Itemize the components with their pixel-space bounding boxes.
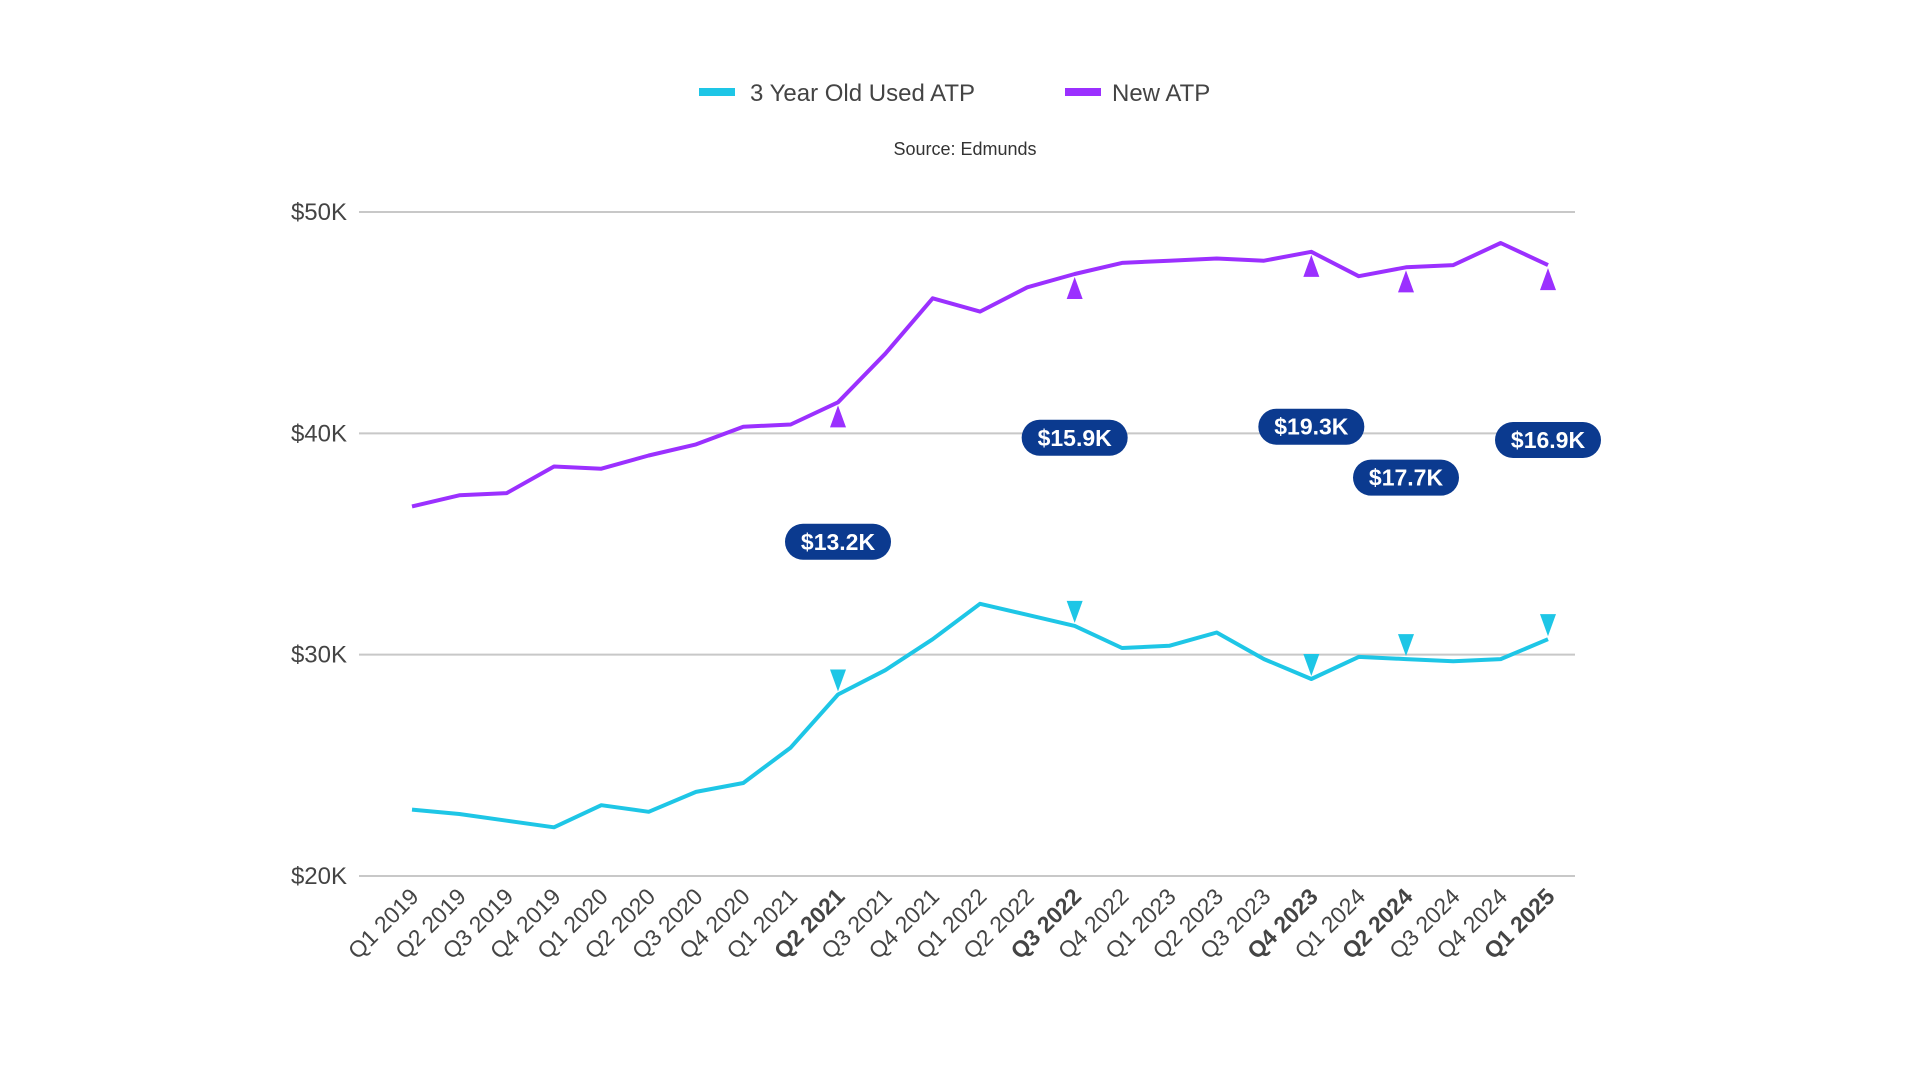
- gap-annotation: $16.9K: [1495, 268, 1601, 637]
- legend-swatch-used: [699, 88, 735, 96]
- arrow-up-icon: [830, 405, 846, 428]
- gap-annotation: $19.3K: [1258, 254, 1365, 677]
- gap-badge: [1021, 419, 1128, 456]
- gridlines: [359, 211, 1575, 877]
- gap-badge: [1353, 459, 1459, 496]
- y-axis: $20K $30K $40K $50K: [291, 199, 347, 890]
- used-atp-line: [411, 601, 1549, 830]
- series-lines: [411, 241, 1549, 830]
- arrow-down-icon: [830, 669, 846, 692]
- arrow-up-icon: [1066, 276, 1083, 299]
- arrow-up-icon: [1398, 270, 1414, 293]
- gap-badge: [785, 523, 891, 560]
- gap-badge-label: $15.9K: [1038, 425, 1113, 451]
- arrow-down-icon: [1066, 600, 1083, 623]
- chart-subtitle: Source: Edmunds: [893, 139, 1036, 159]
- gap-annotations: $13.2K $15.9K $19.3K $17.7K $16.9K: [785, 254, 1601, 692]
- gap-badge-label: $16.9K: [1511, 427, 1586, 453]
- legend-label-used: 3 Year Old Used ATP: [750, 80, 975, 107]
- gap-badge-label: $13.2K: [801, 529, 876, 555]
- arrow-up-icon: [1540, 268, 1556, 291]
- arrow-up-icon: [1303, 254, 1320, 277]
- arrow-down-icon: [1540, 614, 1556, 637]
- legend-label-new: New ATP: [1112, 80, 1210, 107]
- new-atp-line: [411, 241, 1549, 509]
- gap-annotation: $13.2K: [785, 405, 891, 692]
- y-tick-label: $50K: [291, 199, 347, 226]
- arrow-down-icon: [1398, 634, 1414, 657]
- gap-annotation: $15.9K: [1021, 276, 1128, 623]
- legend: 3 Year Old Used ATP New ATP: [699, 80, 1210, 107]
- gap-annotation: $17.7K: [1353, 270, 1459, 657]
- gap-badge: [1495, 421, 1601, 458]
- gap-badge-label: $17.7K: [1369, 465, 1444, 491]
- y-tick-label: $20K: [291, 863, 347, 890]
- y-tick-label: $40K: [291, 420, 347, 447]
- gap-badge: [1258, 408, 1365, 445]
- y-tick-label: $30K: [291, 642, 347, 669]
- legend-swatch-new: [1065, 88, 1101, 96]
- arrow-down-icon: [1303, 654, 1320, 677]
- gap-badge-label: $19.3K: [1274, 414, 1349, 440]
